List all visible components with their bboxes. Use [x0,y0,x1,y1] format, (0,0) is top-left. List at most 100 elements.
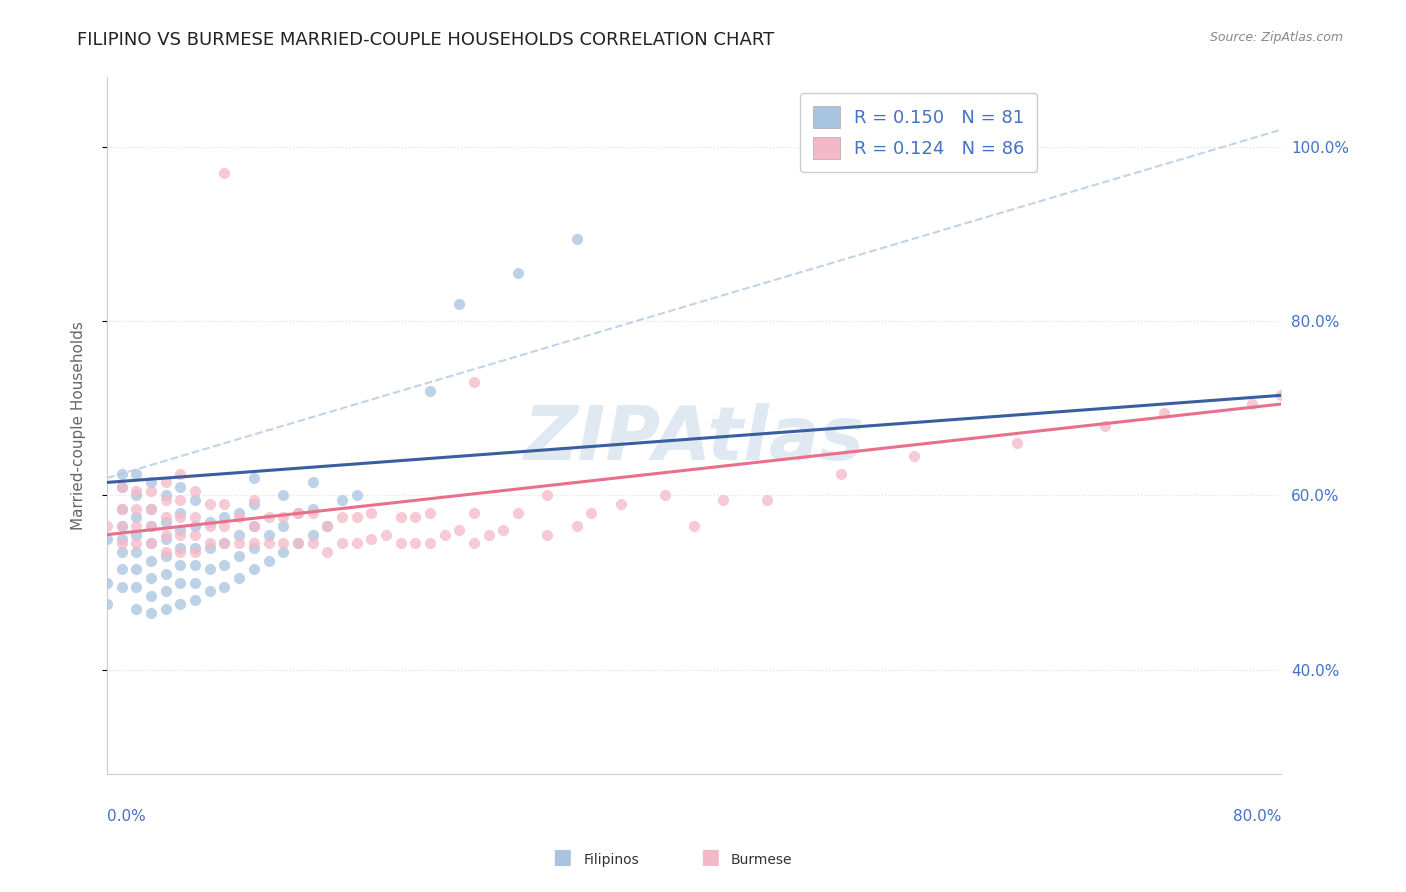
Point [581,506,603,520]
Point [360,532,382,546]
Point [111,519,134,533]
Point [449,297,471,311]
Point [449,523,471,537]
Point [463,506,485,520]
Point [214,166,236,180]
Point [111,562,134,576]
Point [419,536,441,550]
Point [198,497,221,511]
Point [184,527,207,541]
Point [1153,406,1175,420]
Point [654,488,676,502]
Text: 0.0%: 0.0% [107,809,146,824]
Point [111,545,134,559]
Point [1005,436,1028,450]
Text: 80.0%: 80.0% [1233,809,1281,824]
Point [125,467,148,481]
Point [271,510,294,524]
Point [257,554,280,568]
Text: Burmese: Burmese [731,853,793,867]
Point [155,532,177,546]
Point [96,575,118,590]
Point [198,536,221,550]
Point [346,488,368,502]
Point [125,536,148,550]
Point [155,488,177,502]
Point [155,601,177,615]
Point [374,527,396,541]
Point [287,536,309,550]
Point [155,515,177,529]
Point [184,593,207,607]
Point [184,575,207,590]
Point [184,510,207,524]
Point [1270,388,1292,402]
Point [287,506,309,520]
Point [243,492,266,507]
Point [243,562,266,576]
Point [214,580,236,594]
Point [316,519,339,533]
Point [139,519,162,533]
Point [287,506,309,520]
Point [139,589,162,603]
Point [139,536,162,550]
Point [243,541,266,555]
Point [756,492,779,507]
Point [169,506,191,520]
Point [214,536,236,550]
Point [243,497,266,511]
Text: ■: ■ [553,847,572,867]
Point [155,492,177,507]
Point [228,536,250,550]
Point [169,523,191,537]
Point [404,510,426,524]
Point [155,527,177,541]
Point [565,519,588,533]
Point [111,480,134,494]
Point [330,510,353,524]
Point [184,519,207,533]
Point [139,606,162,620]
Point [111,467,134,481]
Point [125,545,148,559]
Point [214,497,236,511]
Point [139,475,162,490]
Point [287,536,309,550]
Point [125,580,148,594]
Point [271,488,294,502]
Point [463,536,485,550]
Point [125,501,148,516]
Text: ZIPAtlas: ZIPAtlas [523,403,865,476]
Point [228,527,250,541]
Point [228,510,250,524]
Point [125,527,148,541]
Point [271,545,294,559]
Point [155,545,177,559]
Point [360,506,382,520]
Point [243,471,266,485]
Point [155,584,177,599]
Point [111,536,134,550]
Point [301,501,323,516]
Point [433,527,456,541]
Point [198,515,221,529]
Point [419,506,441,520]
Point [301,536,323,550]
Point [111,519,134,533]
Point [463,376,485,390]
Legend: R = 0.150   N = 81, R = 0.124   N = 86: R = 0.150 N = 81, R = 0.124 N = 86 [800,94,1038,172]
Point [139,501,162,516]
Point [155,510,177,524]
Point [536,527,558,541]
Point [169,467,191,481]
Point [346,510,368,524]
Point [139,519,162,533]
Point [111,501,134,516]
Point [316,545,339,559]
Point [198,519,221,533]
Point [139,536,162,550]
Point [96,532,118,546]
Point [214,510,236,524]
Point [243,536,266,550]
